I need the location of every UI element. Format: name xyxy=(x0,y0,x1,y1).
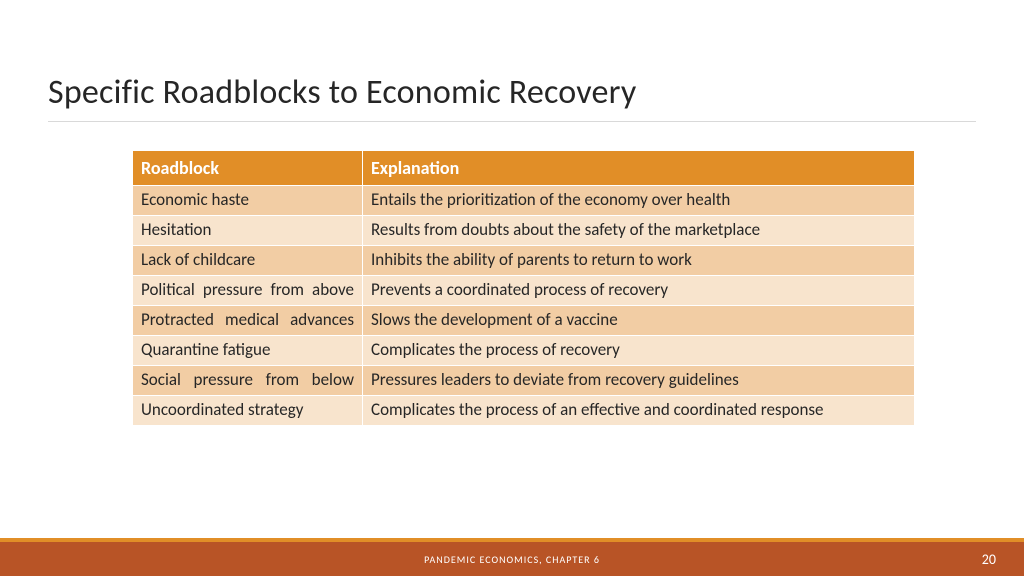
slide: Specific Roadblocks to Economic Recovery… xyxy=(0,0,1024,576)
table-row: Lack of childcare Inhibits the ability o… xyxy=(133,246,915,276)
table-row: Social pressure from below Pressures lea… xyxy=(133,365,915,395)
footer-main-bar: PANDEMIC ECONOMICS, CHAPTER 6 xyxy=(0,542,1024,576)
page-number: 20 xyxy=(982,542,996,576)
cell-roadblock: Quarantine fatigue xyxy=(133,335,363,365)
cell-roadblock: Political pressure from above xyxy=(133,276,363,306)
footer: PANDEMIC ECONOMICS, CHAPTER 6 20 xyxy=(0,538,1024,576)
table-row: Quarantine fatigue Complicates the proce… xyxy=(133,335,915,365)
cell-roadblock: Uncoordinated strategy xyxy=(133,395,363,425)
roadblocks-table-wrap: Roadblock Explanation Economic haste Ent… xyxy=(132,150,914,426)
cell-explanation: Complicates the process of recovery xyxy=(363,335,915,365)
cell-roadblock: Hesitation xyxy=(133,216,363,246)
slide-title: Specific Roadblocks to Economic Recovery xyxy=(48,72,976,113)
table-row: Political pressure from above Prevents a… xyxy=(133,276,915,306)
footer-title: PANDEMIC ECONOMICS, CHAPTER 6 xyxy=(424,553,600,566)
col-header-roadblock: Roadblock xyxy=(133,151,363,186)
table-row: Economic haste Entails the prioritizatio… xyxy=(133,186,915,216)
table-header-row: Roadblock Explanation xyxy=(133,151,915,186)
roadblocks-table: Roadblock Explanation Economic haste Ent… xyxy=(132,150,915,426)
cell-roadblock: Lack of childcare xyxy=(133,246,363,276)
table-row: Protracted medical advances Slows the de… xyxy=(133,306,915,336)
cell-explanation: Pressures leaders to deviate from recove… xyxy=(363,365,915,395)
cell-explanation: Slows the development of a vaccine xyxy=(363,306,915,336)
cell-roadblock: Protracted medical advances xyxy=(133,306,363,336)
cell-explanation: Prevents a coordinated process of recove… xyxy=(363,276,915,306)
cell-roadblock: Social pressure from below xyxy=(133,365,363,395)
cell-explanation: Entails the prioritization of the econom… xyxy=(363,186,915,216)
cell-roadblock: Economic haste xyxy=(133,186,363,216)
col-header-explanation: Explanation xyxy=(363,151,915,186)
table-row: Uncoordinated strategy Complicates the p… xyxy=(133,395,915,425)
cell-explanation: Results from doubts about the safety of … xyxy=(363,216,915,246)
table-body: Economic haste Entails the prioritizatio… xyxy=(133,186,915,426)
title-block: Specific Roadblocks to Economic Recovery xyxy=(48,72,976,122)
cell-explanation: Complicates the process of an effective … xyxy=(363,395,915,425)
table-row: Hesitation Results from doubts about the… xyxy=(133,216,915,246)
title-rule xyxy=(48,121,976,122)
cell-explanation: Inhibits the ability of parents to retur… xyxy=(363,246,915,276)
